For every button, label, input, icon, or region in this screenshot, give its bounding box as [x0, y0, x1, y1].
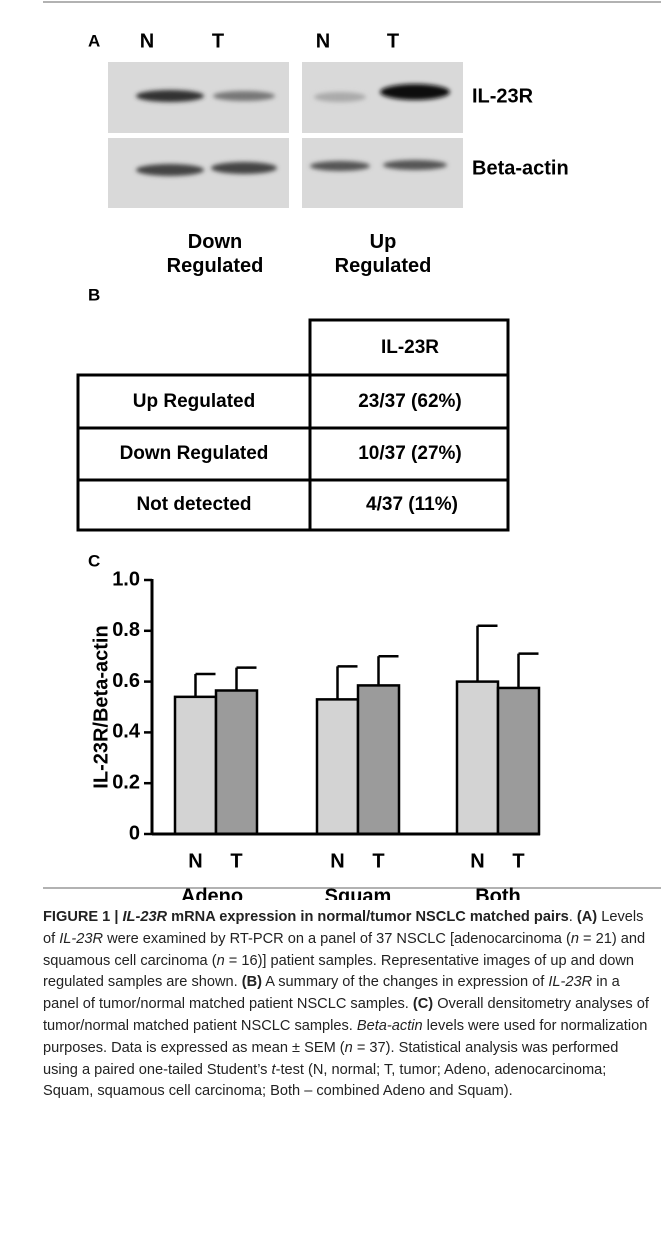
series-label: N — [470, 850, 484, 872]
caption-run: mRNA expression in normal/tumor NSCLC ma… — [167, 909, 569, 925]
caption-run: (A) — [577, 909, 597, 925]
lane-label: N — [316, 30, 330, 52]
y-tick-label: 0 — [129, 822, 140, 844]
lane-label: T — [212, 30, 224, 52]
lane-label: N — [140, 30, 154, 52]
y-tick-label: 0.8 — [112, 619, 140, 641]
caption-run: n — [571, 931, 579, 947]
caption-run: IL-23R — [123, 909, 168, 925]
lane-label: T — [387, 30, 399, 52]
series-label: N — [330, 850, 344, 872]
table-cell: Not detected — [136, 494, 251, 515]
table-header: IL-23R — [381, 337, 439, 358]
series-label: T — [372, 850, 384, 872]
row-label: IL-23R — [472, 85, 534, 107]
caption-run: n — [345, 1040, 353, 1056]
y-axis-title: IL-23R/Beta-actin — [90, 625, 112, 788]
series-label: T — [230, 850, 242, 872]
group-label: Down Regulated — [160, 230, 270, 278]
group-label: Up Regulated — [328, 230, 438, 278]
panel-label: B — [88, 285, 100, 304]
y-tick-label: 0.2 — [112, 771, 140, 793]
x-category-label: Squam — [325, 885, 392, 900]
caption: FIGURE 1 | IL-23R mRNA expression in nor… — [43, 907, 655, 1103]
caption-run: A summary of the changes in expression o… — [262, 974, 548, 990]
series-label: T — [512, 850, 524, 872]
gel — [108, 62, 463, 208]
table-cell: 23/37 (62%) — [358, 391, 462, 412]
caption-run: were examined by RT-PCR on a panel of 37… — [103, 931, 571, 947]
bar — [457, 682, 498, 834]
group-label-box: Up Regulated — [303, 230, 463, 290]
page: A N T N T IL-23R Beta-actin Down Regulat… — [0, 0, 661, 1236]
caption-run: Beta-actin — [357, 1018, 423, 1034]
y-tick-label: 0.6 — [112, 670, 140, 692]
figure: A N T N T IL-23R Beta-actin Down Regulat… — [0, 0, 661, 900]
series-label: N — [188, 850, 202, 872]
x-category-label: Both — [475, 885, 521, 900]
table-cell: Down Regulated — [120, 443, 269, 464]
row-label: Beta-actin — [472, 157, 569, 179]
caption-run: IL-23R — [59, 931, 103, 947]
table-cell: Up Regulated — [133, 391, 255, 412]
bar — [216, 690, 257, 834]
table-cell: 4/37 (11%) — [366, 494, 458, 515]
bar — [175, 697, 216, 834]
caption-run: FIGURE 1 | — [43, 909, 123, 925]
group-label-box: Down Regulated — [135, 230, 295, 290]
table-cell: 10/37 (27%) — [358, 443, 462, 464]
bar — [358, 685, 399, 834]
caption-run: (C) — [413, 996, 433, 1012]
panel-label: C — [88, 551, 100, 570]
bar — [498, 688, 539, 834]
caption-run: (B) — [242, 974, 262, 990]
caption-run: IL-23R — [548, 974, 592, 990]
bar — [317, 699, 358, 834]
caption-run: . — [569, 909, 577, 925]
caption-run: n — [217, 953, 225, 969]
panel-label: A — [88, 31, 100, 50]
x-category-label: Adeno — [181, 885, 243, 900]
y-tick-label: 1.0 — [112, 568, 140, 590]
y-tick-label: 0.4 — [112, 721, 141, 743]
